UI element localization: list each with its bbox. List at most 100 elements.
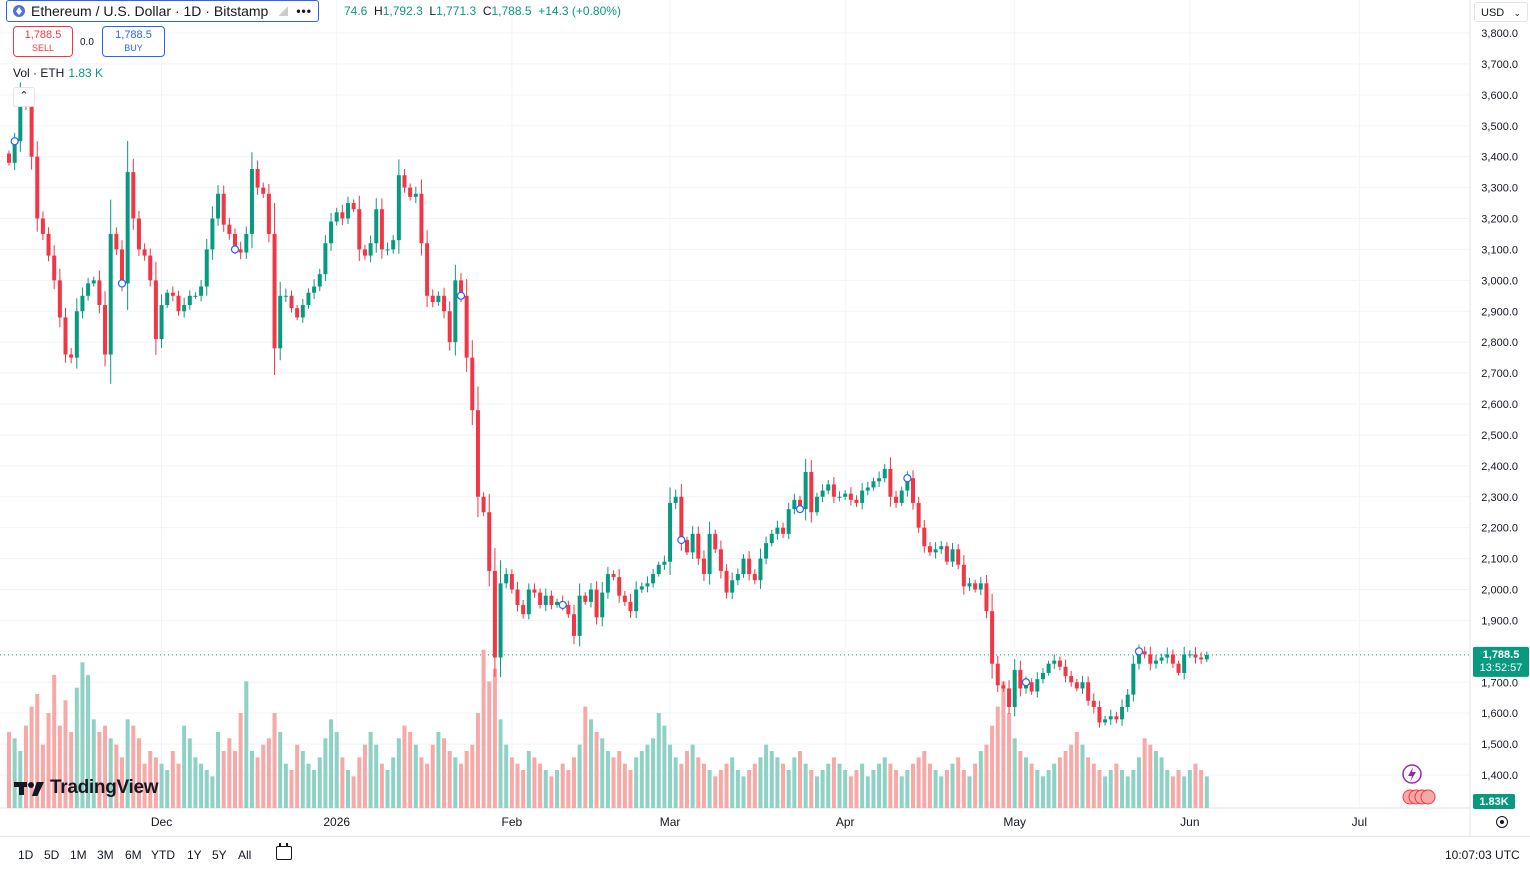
candle-body: [57, 280, 62, 318]
volume-bar: [752, 763, 757, 808]
period-ytd[interactable]: YTD: [151, 848, 175, 862]
more-dots-icon[interactable]: •••: [296, 4, 312, 18]
volume-bar: [35, 694, 40, 808]
period-3m[interactable]: 3M: [97, 848, 114, 862]
volume-bars: [7, 649, 1209, 808]
volume-bar: [498, 719, 503, 808]
buy-button[interactable]: 1,788.5 BUY: [102, 26, 165, 57]
event-marker[interactable]: [795, 505, 805, 514]
event-marker[interactable]: [558, 600, 567, 610]
volume-badge: [1473, 794, 1515, 809]
candle-body: [905, 478, 910, 491]
volume-bar: [758, 757, 763, 808]
volume-bar: [216, 732, 221, 808]
symbol-name: Ethereum / U.S. Dollar: [31, 3, 172, 19]
volume-bar: [323, 738, 328, 808]
volume-bar: [521, 770, 526, 808]
volume-bar: [747, 770, 752, 808]
volume-bar: [543, 770, 548, 808]
volume-bar: [1187, 770, 1192, 808]
candle-body: [362, 249, 367, 256]
volume-bar: [865, 776, 870, 808]
period-all[interactable]: All: [238, 848, 252, 862]
period-5d[interactable]: 5D: [44, 848, 60, 862]
volume-bar: [74, 687, 79, 808]
candle-body: [798, 499, 802, 510]
event-marker[interactable]: [1021, 678, 1031, 687]
volume-bar: [182, 725, 187, 808]
collapse-legend-button[interactable]: ⌃: [13, 87, 35, 107]
candle-body: [125, 172, 130, 284]
earnings-flag-icon[interactable]: [1420, 789, 1436, 805]
volume-bar: [888, 763, 893, 808]
event-marker[interactable]: [10, 137, 19, 146]
volume-bar: [634, 757, 639, 808]
bottom-toolbar: 1D 5D 1M 3M 6M YTD 1Y 5Y All 10:07:03 UT…: [0, 836, 1530, 872]
volume-bar: [944, 770, 949, 808]
period-5y[interactable]: 5Y: [212, 848, 227, 862]
event-marker[interactable]: [677, 535, 686, 545]
volume-bar: [1074, 732, 1079, 808]
market-status-icon[interactable]: [278, 6, 289, 16]
candle-body: [481, 496, 486, 513]
volume-badge-label: 1.83K: [1479, 796, 1508, 808]
price-chart[interactable]: 1,400.01,500.01,600.01,700.01,800.01,900…: [0, 0, 1530, 836]
event-marker[interactable]: [1134, 647, 1144, 656]
candle-body: [266, 193, 271, 234]
volume-bar: [1080, 744, 1085, 808]
utc-clock[interactable]: 10:07:03 UTC: [1445, 848, 1520, 862]
candle-body: [419, 193, 424, 244]
volume-bar: [306, 763, 311, 808]
event-marker[interactable]: [117, 279, 127, 288]
candle-body: [1097, 706, 1102, 723]
candle-body: [385, 249, 390, 251]
volume-bar: [131, 725, 136, 808]
event-marker[interactable]: [230, 245, 240, 254]
volume-bar: [97, 732, 102, 808]
volume-bar: [221, 751, 226, 808]
tradingview-mark-icon: [14, 780, 44, 796]
candle-body: [295, 308, 300, 318]
candle-body: [312, 286, 317, 293]
period-6m[interactable]: 6M: [125, 848, 142, 862]
volume-bar: [125, 719, 130, 808]
volume-bar: [425, 763, 430, 808]
period-1d[interactable]: 1D: [18, 848, 34, 862]
candle-body: [572, 614, 576, 636]
volume-value: 1.83 K: [68, 66, 104, 80]
candle-body: [735, 574, 740, 581]
period-1m[interactable]: 1M: [70, 848, 87, 862]
volume-bar: [1091, 763, 1096, 808]
tradingview-logo[interactable]: TradingView: [14, 777, 159, 799]
volume-bar: [1024, 757, 1028, 808]
candle-body: [1131, 663, 1136, 695]
volume-bar: [566, 770, 571, 808]
sell-button[interactable]: 1,788.5 SELL: [13, 26, 73, 57]
event-marker[interactable]: [456, 291, 466, 300]
price-tick: 2,900.0: [1481, 306, 1518, 318]
candle-body: [594, 589, 599, 618]
candle-body: [1046, 663, 1051, 673]
volume-bar: [854, 770, 859, 808]
candle-body: [1035, 679, 1040, 692]
volume-bar: [329, 719, 334, 808]
symbol-legend[interactable]: Ethereum / U.S. Dollar · 1D · Bitstamp •…: [6, 0, 319, 22]
volume-bar: [809, 770, 814, 808]
settings-gear-icon[interactable]: [1496, 816, 1508, 828]
volume-bar: [882, 757, 887, 808]
currency-select[interactable]: USD ⌄: [1474, 2, 1528, 22]
candle-body: [165, 292, 170, 306]
candle-body: [1137, 651, 1141, 664]
volume-bar: [233, 751, 237, 808]
event-marker[interactable]: [903, 474, 912, 483]
volume-bar: [120, 757, 124, 808]
volume-legend[interactable]: Vol · ETH 1.83 K: [13, 66, 104, 80]
volume-bar: [707, 770, 712, 808]
volume-bar: [1012, 738, 1017, 808]
candle-body: [391, 240, 396, 250]
candle-body: [86, 283, 91, 296]
candle-body: [1165, 654, 1170, 658]
volume-bar: [611, 757, 616, 808]
period-1y[interactable]: 1Y: [187, 848, 202, 862]
date-range-icon[interactable]: [276, 843, 292, 860]
